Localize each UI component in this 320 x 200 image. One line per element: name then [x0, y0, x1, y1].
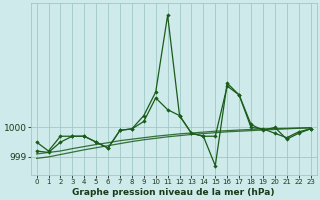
X-axis label: Graphe pression niveau de la mer (hPa): Graphe pression niveau de la mer (hPa) — [72, 188, 275, 197]
